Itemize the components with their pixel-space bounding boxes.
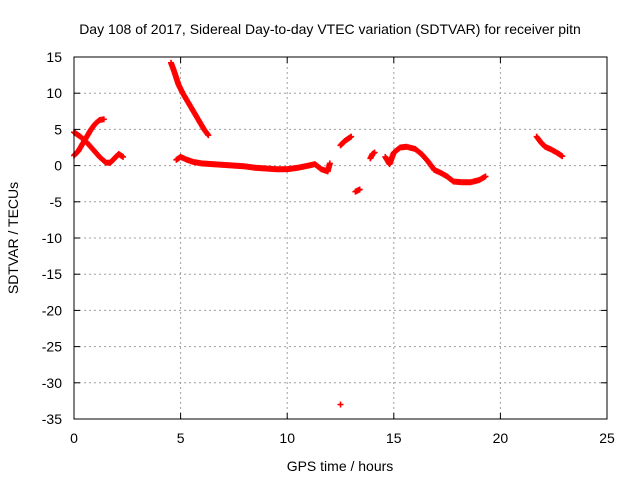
y-tick-label: -5: [50, 194, 63, 210]
data-point: [348, 133, 355, 140]
y-axis-label: SDTVAR / TECUs: [5, 182, 21, 294]
chart-title: Day 108 of 2017, Sidereal Day-to-day VTE…: [79, 21, 581, 37]
y-tick-label: 0: [54, 158, 62, 174]
x-tick-label: 15: [386, 430, 402, 446]
axis-ticks: 0 5 10 15 20 25 15 10 5 0 -5 -10 -15 -20 -25 -30 -35: [42, 49, 615, 446]
data-point: [337, 401, 344, 408]
x-tick-label: 10: [279, 430, 295, 446]
data-point: [120, 153, 127, 160]
x-tick-label: 0: [70, 430, 78, 446]
plot-frame: [73, 56, 608, 420]
y-tick-label: 10: [46, 85, 62, 101]
y-tick-label: -15: [42, 266, 62, 282]
data-point: [326, 160, 333, 167]
y-tick-label: -35: [42, 411, 62, 427]
y-tick-label: 15: [46, 49, 62, 65]
x-tick-label: 20: [493, 430, 509, 446]
data-point: [482, 173, 489, 180]
data-point: [356, 186, 363, 193]
x-axis-label: GPS time / hours: [287, 458, 394, 474]
x-tick-label: 25: [599, 430, 615, 446]
data-point: [559, 153, 566, 160]
data-point: [204, 131, 211, 138]
y-tick-label: -10: [42, 230, 62, 246]
data-point: [205, 132, 212, 139]
grid-layer: [74, 57, 607, 419]
data-points: [71, 59, 566, 408]
y-tick-label: -25: [42, 339, 62, 355]
y-tick-label: -20: [42, 302, 62, 318]
y-tick-label: 5: [54, 121, 62, 137]
data-point: [371, 149, 378, 156]
x-tick-label: 5: [177, 430, 185, 446]
data-point: [100, 116, 107, 123]
y-tick-label: -30: [42, 375, 62, 391]
